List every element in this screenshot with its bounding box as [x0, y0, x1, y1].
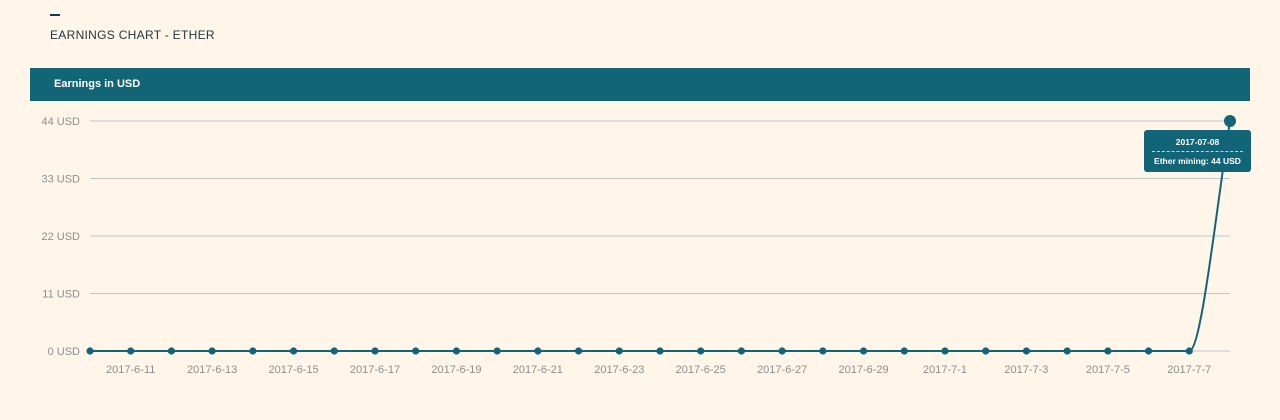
data-point[interactable]: [86, 347, 94, 355]
data-point[interactable]: [167, 347, 176, 355]
data-point[interactable]: [778, 347, 786, 355]
x-tick-label: 2017-7-7: [1167, 364, 1211, 376]
data-point[interactable]: [249, 347, 257, 355]
data-point[interactable]: [737, 347, 746, 355]
data-point[interactable]: [941, 347, 949, 355]
data-tooltip: 2017-07-08 Ether mining: 44 USD: [1144, 130, 1251, 172]
x-tick-label: 2017-6-29: [838, 364, 888, 376]
data-point[interactable]: [819, 347, 827, 355]
y-tick-label: 11 USD: [42, 289, 80, 301]
data-point[interactable]: [208, 347, 216, 355]
data-point[interactable]: [289, 347, 298, 355]
data-point[interactable]: [859, 347, 868, 355]
x-tick-label: 2017-6-13: [187, 364, 237, 376]
grid-lines: [90, 120, 1230, 352]
x-tick-label: 2017-7-1: [923, 364, 967, 376]
x-tick-label: 2017-6-17: [350, 364, 400, 376]
data-point[interactable]: [1022, 347, 1031, 355]
data-point[interactable]: [452, 347, 461, 355]
tooltip-date: 2017-07-08: [1152, 137, 1243, 152]
page-title: EARNINGS CHART - ETHER: [50, 28, 215, 42]
data-point[interactable]: [412, 347, 420, 355]
title-accent-dash: [50, 14, 60, 16]
data-point[interactable]: [697, 347, 705, 355]
data-point[interactable]: [1144, 347, 1153, 355]
tooltip-value: Ether mining: 44 USD: [1154, 156, 1241, 166]
data-point[interactable]: [371, 347, 379, 355]
x-tick-label: 2017-6-11: [106, 364, 155, 376]
data-point[interactable]: [330, 347, 338, 355]
data-point[interactable]: [656, 347, 664, 355]
x-tick-label: 2017-7-5: [1086, 364, 1130, 376]
y-axis-labels: 0 USD 11 USD 22 USD 33 USD 44 USD: [41, 116, 80, 358]
series-line-ether-mining: [90, 120, 1231, 352]
x-tick-label: 2017-6-21: [513, 364, 563, 376]
x-tick-label: 2017-6-27: [757, 364, 807, 376]
data-point[interactable]: [493, 347, 501, 355]
data-point[interactable]: [1185, 347, 1193, 355]
y-tick-label: 33 USD: [41, 174, 80, 186]
data-point[interactable]: [1063, 347, 1071, 355]
data-point[interactable]: [982, 347, 990, 355]
data-point[interactable]: [1104, 347, 1112, 355]
x-tick-label: 2017-7-3: [1004, 364, 1048, 376]
data-points: [86, 115, 1236, 355]
x-axis-labels: 2017-6-11 2017-6-13 2017-6-15 2017-6-17 2017…: [106, 364, 1211, 376]
chart-header-label: Earnings in USD: [54, 78, 141, 90]
y-tick-label: 22 USD: [41, 231, 80, 243]
data-point[interactable]: [900, 347, 908, 355]
y-tick-label: 0 USD: [48, 346, 80, 358]
data-point[interactable]: [574, 347, 583, 355]
data-point[interactable]: [534, 347, 542, 355]
x-tick-label: 2017-6-15: [268, 364, 318, 376]
y-tick-label: 44 USD: [41, 116, 80, 128]
x-tick-label: 2017-6-25: [676, 364, 726, 376]
data-point[interactable]: [615, 347, 623, 355]
x-tick-label: 2017-6-19: [431, 364, 481, 376]
data-point[interactable]: [127, 347, 135, 355]
x-tick-label: 2017-6-23: [594, 364, 644, 376]
chart-header-bar: Earnings in USD: [30, 68, 1250, 101]
data-point-highlighted[interactable]: [1224, 115, 1236, 127]
